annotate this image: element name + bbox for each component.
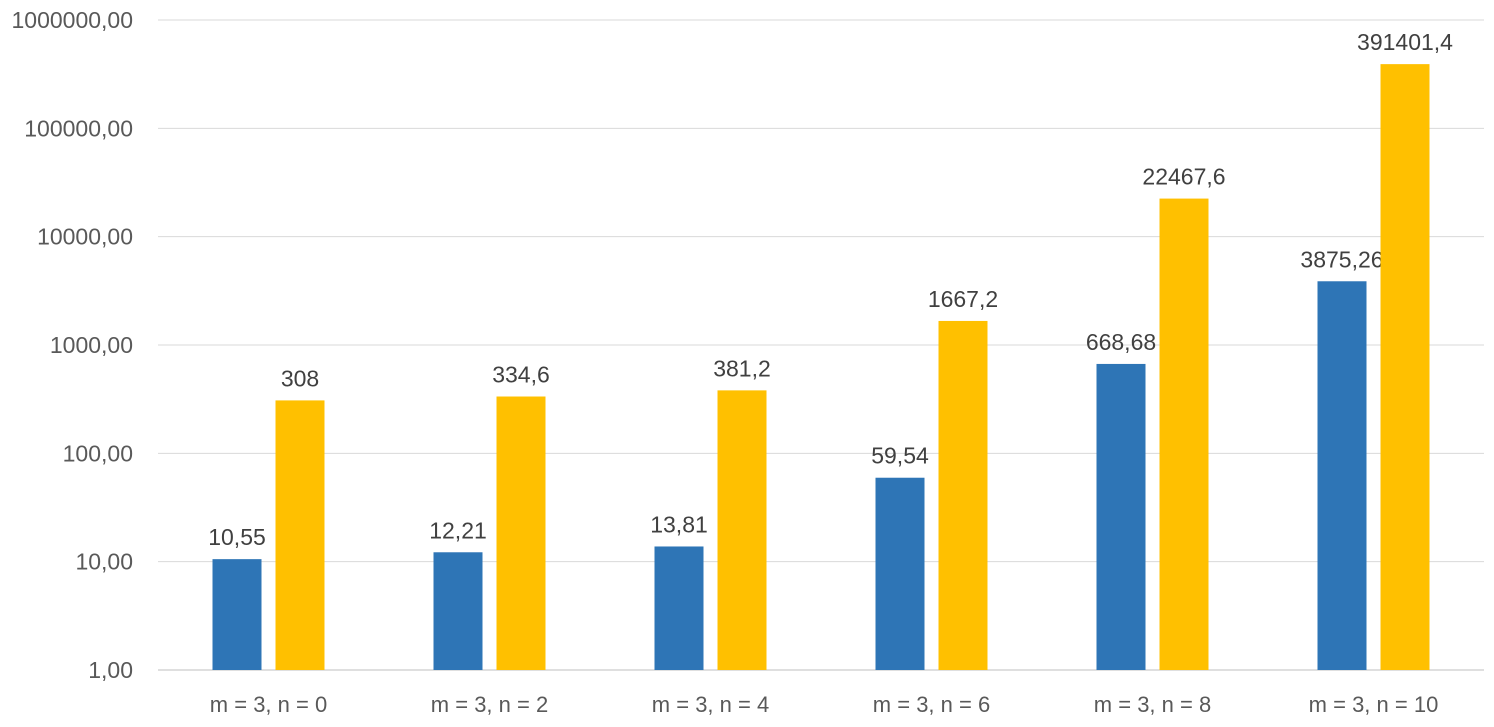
bar <box>1096 363 1146 670</box>
bar <box>275 400 325 670</box>
y-tick-label: 10,00 <box>75 549 133 575</box>
data-label: 334,6 <box>492 362 550 388</box>
data-label: 59,54 <box>871 443 929 469</box>
x-tick-label: m = 3, n = 10 <box>1309 692 1439 717</box>
data-label: 22467,6 <box>1142 164 1225 190</box>
bar <box>717 390 767 670</box>
y-tick-label: 1000,00 <box>50 332 133 358</box>
data-label: 308 <box>281 365 319 391</box>
y-tick-label: 1000000,00 <box>11 7 133 33</box>
data-label: 668,68 <box>1086 329 1156 355</box>
bar <box>496 396 546 670</box>
bar <box>1380 64 1430 671</box>
data-label: 10,55 <box>208 524 266 550</box>
y-tick-label: 100,00 <box>63 440 133 466</box>
data-label: 381,2 <box>713 355 771 381</box>
x-tick-label: m = 3, n = 8 <box>1094 692 1211 717</box>
data-label: 391401,4 <box>1357 29 1453 55</box>
data-label: 12,21 <box>429 517 487 543</box>
bar <box>433 552 483 670</box>
x-tick-label: m = 3, n = 6 <box>873 692 990 717</box>
bar <box>1317 281 1367 670</box>
y-tick-label: 1,00 <box>88 657 133 683</box>
data-label: 3875,26 <box>1300 246 1383 272</box>
x-tick-label: m = 3, n = 4 <box>652 692 769 717</box>
bar <box>1159 198 1209 670</box>
data-label: 1667,2 <box>928 286 998 312</box>
x-tick-label: m = 3, n = 0 <box>210 692 327 717</box>
bar <box>212 559 262 670</box>
bar <box>654 546 704 670</box>
y-tick-label: 10000,00 <box>37 224 133 250</box>
bar <box>938 320 988 670</box>
y-tick-label: 100000,00 <box>24 115 133 141</box>
bar <box>875 477 925 670</box>
x-tick-label: m = 3, n = 2 <box>431 692 548 717</box>
data-label: 13,81 <box>650 511 708 537</box>
